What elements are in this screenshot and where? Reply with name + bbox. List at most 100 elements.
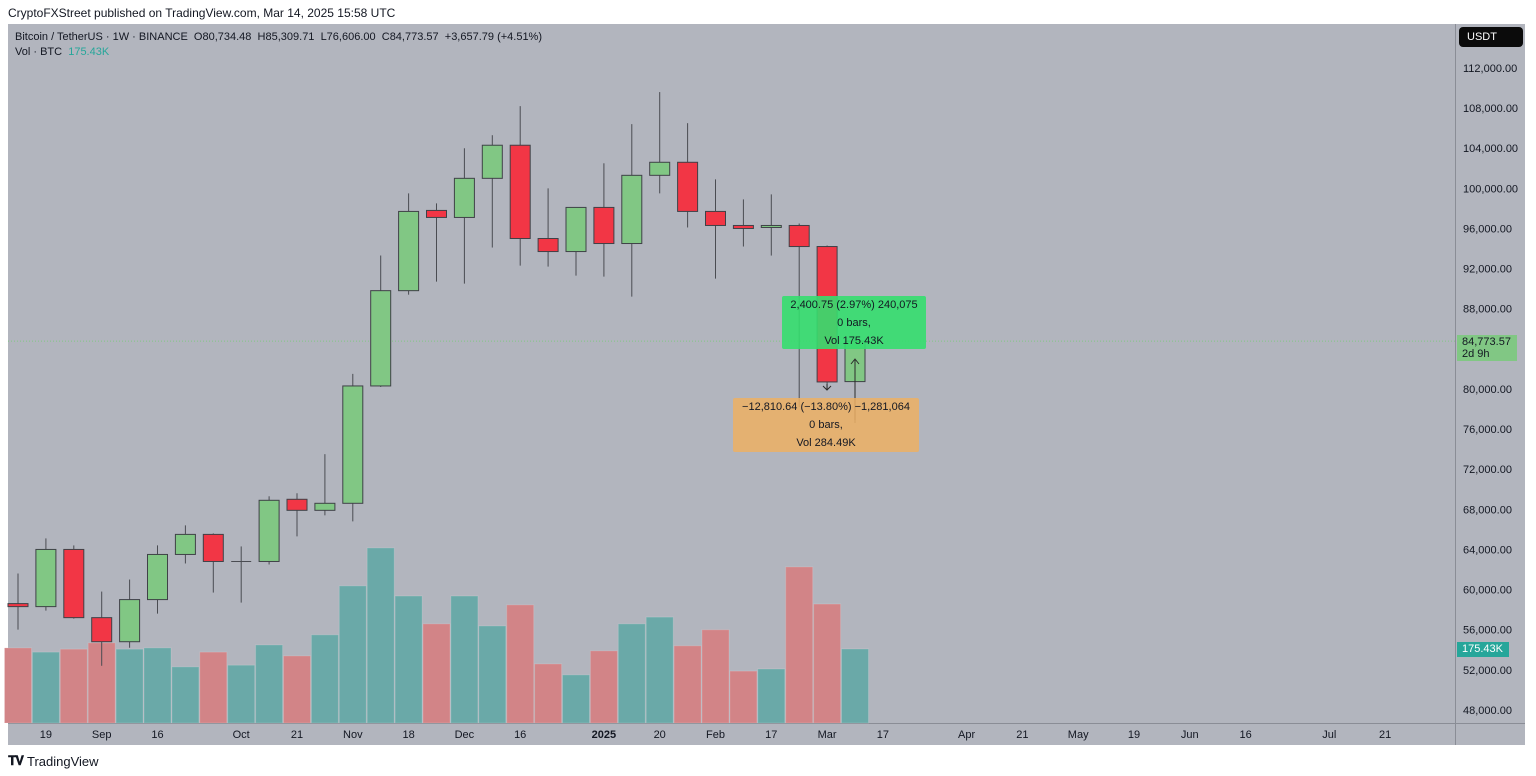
measure-up-change: 2,400.75 (2.97%) 240,075 — [790, 299, 918, 311]
candle-body — [147, 553, 168, 601]
time-tick-label: 21 — [1379, 729, 1391, 741]
measure-up-bars: 0 bars, — [837, 317, 871, 329]
time-tick-label: 16 — [514, 729, 526, 741]
price-tick-label: 56,000.00 — [1463, 625, 1512, 637]
candle-body — [649, 161, 671, 176]
tradingview-logo-icon: 𝐓𝐕 — [8, 753, 24, 768]
candle-body — [35, 548, 57, 608]
time-tick-label: 19 — [40, 729, 52, 741]
footer: 𝐓𝐕 TradingView — [8, 753, 99, 769]
measure-up-box[interactable]: 2,400.75 (2.97%) 240,075 0 bars, Vol 175… — [782, 296, 926, 349]
time-tick-label: Nov — [343, 729, 363, 741]
candle-body — [593, 206, 615, 245]
candle-body — [342, 385, 364, 504]
price-tick-label: 112,000.00 — [1463, 63, 1517, 75]
volume-bar — [283, 655, 311, 724]
time-tick-label: 19 — [1128, 729, 1140, 741]
plot-background — [8, 24, 1455, 745]
candle-body — [732, 224, 754, 229]
candle-body — [677, 161, 699, 212]
price-tick-label: 96,000.00 — [1463, 223, 1512, 235]
symbol-label[interactable]: Bitcoin / TetherUS · 1W · BINANCE — [15, 31, 188, 43]
open-value: O80,734.48 — [193, 31, 252, 43]
volume-bar — [813, 603, 842, 724]
price-tick-label: 104,000.00 — [1463, 143, 1518, 155]
volume-bar — [450, 595, 479, 724]
volume-bar — [729, 670, 758, 724]
time-tick-label: Sep — [92, 729, 112, 741]
price-tick-label: 48,000.00 — [1463, 705, 1512, 717]
candle-body — [398, 210, 420, 292]
time-tick-label: 17 — [877, 729, 889, 741]
brand-name[interactable]: TradingView — [27, 753, 99, 769]
price-tick-label: 88,000.00 — [1463, 304, 1512, 316]
volume-value: 175.43K — [68, 46, 110, 58]
time-tick-label: Mar — [818, 729, 837, 741]
volume-tag: 175.43K — [1457, 642, 1509, 657]
volume-bar — [199, 651, 228, 724]
time-tick-label: Jun — [1181, 729, 1199, 741]
volume-bar — [143, 647, 172, 724]
price-tick-label: 92,000.00 — [1463, 264, 1512, 276]
ohlc-row: Bitcoin / TetherUS · 1W · BINANCE O80,73… — [15, 30, 542, 45]
price-tick-label: 68,000.00 — [1463, 504, 1512, 516]
measure-down-volume: Vol 284.49K — [796, 437, 856, 449]
volume-bar — [478, 625, 507, 724]
time-tick-label: 16 — [151, 729, 163, 741]
candle-body — [91, 617, 113, 643]
volume-bar — [227, 664, 256, 724]
volume-bar — [115, 648, 144, 724]
volume-bar — [589, 650, 618, 724]
low-value: L76,606.00 — [320, 31, 376, 43]
candle-body — [453, 177, 475, 218]
close-value: C84,773.57 — [381, 31, 439, 43]
price-tick-label: 108,000.00 — [1463, 103, 1518, 115]
volume-bar — [31, 651, 60, 724]
candle-body — [565, 206, 587, 253]
time-tick-label: 20 — [654, 729, 666, 741]
chart-legend: Bitcoin / TetherUS · 1W · BINANCE O80,73… — [15, 30, 542, 60]
time-tick-label: Oct — [233, 729, 250, 741]
candle-body — [314, 502, 336, 511]
time-tick-label: 17 — [765, 729, 777, 741]
publisher-line: CryptoFXStreet published on TradingView.… — [8, 6, 396, 20]
volume-label[interactable]: Vol · BTC — [15, 46, 63, 58]
candle-body — [174, 533, 196, 555]
time-tick-label: 2025 — [592, 729, 616, 741]
candle-body — [788, 224, 810, 248]
measure-down-arrow-icon — [822, 385, 832, 391]
volume-bar — [673, 645, 702, 724]
volume-bar — [366, 547, 395, 724]
candle-body — [481, 144, 503, 179]
time-tick-label: 18 — [402, 729, 414, 741]
change-value: +3,657.79 (+4.51%) — [444, 31, 543, 43]
volume-row: Vol · BTC 175.43K — [15, 45, 542, 60]
volume-bar — [394, 595, 423, 724]
measure-down-bars: 0 bars, — [809, 419, 843, 431]
last-price: 84,773.57 — [1462, 336, 1511, 348]
candle-body — [621, 174, 643, 245]
candle-body — [509, 144, 531, 240]
volume-bar — [617, 623, 646, 724]
price-tick-label: 76,000.00 — [1463, 424, 1512, 436]
candle-body — [119, 599, 141, 643]
price-tick-label: 64,000.00 — [1463, 544, 1512, 556]
price-tick-label: 60,000.00 — [1463, 585, 1512, 597]
volume-bar — [534, 663, 563, 724]
measure-down-change: −12,810.64 (−13.80%) −1,281,064 — [742, 401, 910, 413]
currency-button[interactable]: USDT — [1459, 27, 1523, 47]
price-tick-label: 100,000.00 — [1463, 183, 1518, 195]
candle-body — [370, 290, 392, 387]
time-tick-label: Apr — [958, 729, 975, 741]
time-tick-label: 21 — [1016, 729, 1028, 741]
high-value: H85,309.71 — [257, 31, 315, 43]
candle-body — [63, 548, 85, 619]
candle-body — [760, 224, 782, 228]
measure-down-box[interactable]: −12,810.64 (−13.80%) −1,281,064 0 bars, … — [733, 398, 919, 452]
last-price-tag: 84,773.57 2d 9h — [1457, 335, 1517, 361]
measure-up-volume: Vol 175.43K — [824, 335, 884, 347]
volume-bar — [841, 648, 869, 724]
time-tick-label: Feb — [706, 729, 725, 741]
measure-up-arrow-icon — [850, 358, 860, 365]
